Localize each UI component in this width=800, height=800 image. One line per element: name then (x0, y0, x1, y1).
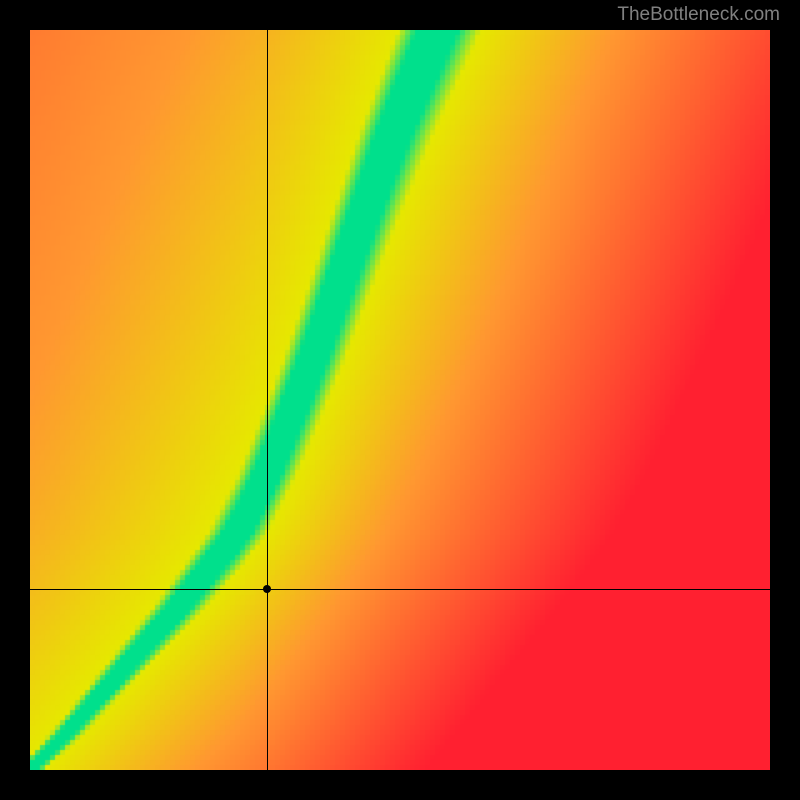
heatmap-canvas (30, 30, 770, 770)
heatmap-plot (30, 30, 770, 770)
watermark-text: TheBottleneck.com (617, 4, 780, 26)
